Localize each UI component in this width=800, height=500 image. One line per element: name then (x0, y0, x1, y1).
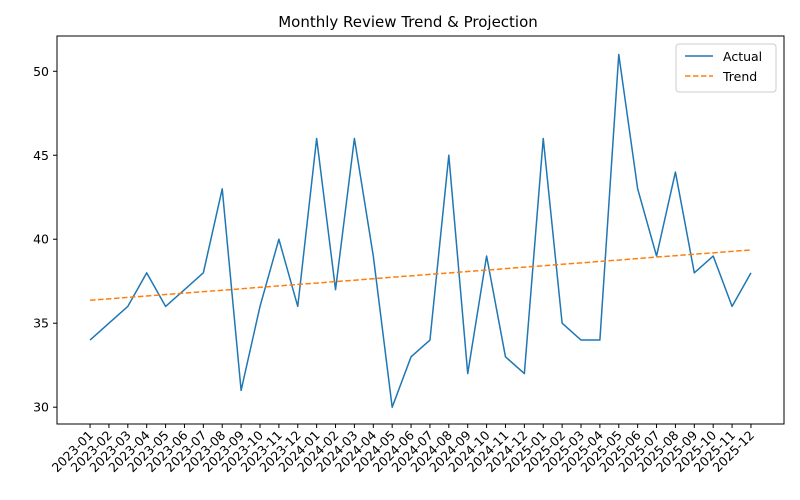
data-point-actual (580, 339, 582, 341)
data-point-trend (259, 286, 261, 288)
axes-frame (56, 35, 785, 425)
data-point-trend (637, 258, 639, 260)
data-point-actual (637, 188, 639, 190)
data-point-trend (599, 261, 601, 263)
data-point-actual (184, 289, 186, 291)
data-point-trend (184, 292, 186, 294)
data-point-actual (712, 255, 714, 257)
data-point-trend (146, 295, 148, 297)
data-point-trend (486, 269, 488, 271)
data-point-actual (89, 339, 91, 341)
data-point-actual (505, 356, 507, 358)
data-point-trend (372, 278, 374, 280)
data-point-trend (89, 299, 91, 301)
data-point-actual (259, 306, 261, 308)
data-point-trend (448, 272, 450, 274)
data-point-trend (505, 268, 507, 270)
legend-label-actual: Actual (723, 49, 762, 64)
data-point-trend (354, 279, 356, 281)
data-point-actual (694, 272, 696, 274)
data-point-actual (316, 138, 318, 140)
data-point-trend (561, 263, 563, 265)
data-point-trend (335, 281, 337, 283)
data-point-actual (429, 339, 431, 341)
y-tick-label: 50 (33, 64, 49, 79)
data-point-actual (372, 255, 374, 257)
data-point-actual (599, 339, 601, 341)
data-point-trend (203, 291, 205, 293)
data-point-actual (278, 238, 280, 240)
series-line-actual (89, 53, 752, 408)
data-point-actual (486, 255, 488, 257)
data-point-actual (165, 306, 167, 308)
legend-label-trend: Trend (722, 69, 757, 84)
plot-area: 30354045502023-012023-022023-032023-0420… (33, 53, 757, 475)
data-point-actual (524, 373, 526, 375)
data-point-actual (146, 272, 148, 274)
data-point-trend (524, 266, 526, 268)
data-point-actual (391, 406, 393, 408)
data-point-trend (165, 294, 167, 296)
y-tick-label: 45 (33, 148, 49, 163)
y-tick-label: 30 (33, 400, 49, 415)
data-point-trend (712, 252, 714, 254)
data-point-actual (108, 322, 110, 324)
data-point-trend (675, 255, 677, 257)
data-point-actual (203, 272, 205, 274)
data-point-actual (542, 138, 544, 140)
y-tick-label: 40 (33, 232, 49, 247)
data-point-trend (656, 256, 658, 258)
data-point-actual (731, 306, 733, 308)
data-point-actual (467, 373, 469, 375)
chart-title: Monthly Review Trend & Projection (278, 13, 538, 31)
data-point-trend (542, 265, 544, 267)
data-point-trend (410, 275, 412, 277)
data-point-trend (108, 298, 110, 300)
legend: Actual Trend (675, 43, 777, 93)
y-tick-label: 35 (33, 316, 49, 331)
data-point-actual (354, 138, 356, 140)
data-point-trend (391, 276, 393, 278)
data-point-trend (240, 288, 242, 290)
data-point-actual (297, 306, 299, 308)
data-point-actual (335, 289, 337, 291)
data-point-trend (429, 274, 431, 276)
data-point-trend (127, 297, 129, 299)
data-point-actual (618, 54, 620, 56)
data-point-trend (297, 284, 299, 286)
data-point-trend (580, 262, 582, 264)
data-point-actual (127, 306, 129, 308)
data-point-trend (221, 289, 223, 291)
data-point-trend (316, 282, 318, 284)
data-point-trend (750, 249, 752, 251)
data-point-trend (694, 253, 696, 255)
data-point-trend (467, 271, 469, 273)
data-point-actual (221, 188, 223, 190)
data-point-actual (750, 272, 752, 274)
series-line-trend (89, 249, 752, 301)
data-point-actual (675, 171, 677, 173)
data-point-actual (448, 154, 450, 156)
data-point-trend (731, 251, 733, 253)
data-point-trend (618, 259, 620, 261)
data-point-trend (278, 285, 280, 287)
data-point-actual (561, 322, 563, 324)
data-point-actual (240, 390, 242, 392)
data-point-actual (410, 356, 412, 358)
